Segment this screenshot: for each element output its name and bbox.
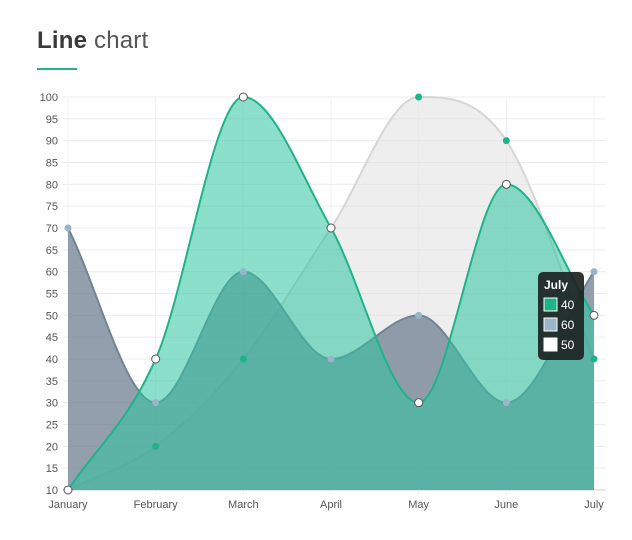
data-point[interactable] xyxy=(64,224,72,232)
data-point[interactable] xyxy=(239,355,247,363)
data-point[interactable] xyxy=(501,179,511,189)
y-tick-label: 35 xyxy=(46,376,58,388)
y-tick-label: 40 xyxy=(46,354,58,366)
y-tick-label: 65 xyxy=(46,245,58,257)
data-point[interactable] xyxy=(238,92,248,102)
data-point[interactable] xyxy=(414,398,424,408)
y-tick-label: 90 xyxy=(46,136,58,148)
y-tick-label: 50 xyxy=(46,310,58,322)
page-title: Line chart xyxy=(37,27,148,55)
x-axis: January February March April May June July xyxy=(48,499,604,511)
data-point[interactable] xyxy=(326,223,336,233)
tooltip-title: July xyxy=(544,278,568,292)
title-light: chart xyxy=(94,27,149,54)
x-tick-label: March xyxy=(228,499,259,511)
data-point[interactable] xyxy=(589,310,599,320)
tooltip-swatch xyxy=(543,337,558,352)
x-tick-label: January xyxy=(48,499,88,511)
x-tick-label: July xyxy=(584,499,604,511)
y-tick-label: 20 xyxy=(46,441,58,453)
data-point[interactable] xyxy=(590,268,598,276)
tooltip-value: 50 xyxy=(561,338,575,352)
y-tick-label: 70 xyxy=(46,223,58,235)
data-point[interactable] xyxy=(151,354,161,364)
tooltip-value: 60 xyxy=(561,318,575,332)
y-tick-label: 45 xyxy=(46,332,58,344)
y-tick-label: 60 xyxy=(46,267,58,279)
y-tick-label: 95 xyxy=(46,114,58,126)
data-point[interactable] xyxy=(415,311,423,319)
data-point[interactable] xyxy=(502,399,510,407)
y-tick-label: 30 xyxy=(46,398,58,410)
data-point[interactable] xyxy=(239,268,247,276)
tooltip-swatch xyxy=(543,297,558,312)
x-tick-label: May xyxy=(408,499,429,511)
y-tick-label: 80 xyxy=(46,179,58,191)
y-tick-label: 100 xyxy=(40,92,58,104)
tooltip-swatch xyxy=(543,317,558,332)
data-point[interactable] xyxy=(502,137,510,145)
y-axis: 10 15 20 25 30 35 40 45 50 55 60 65 70 75 80 85 90 95 100 xyxy=(40,92,58,497)
y-tick-label: 75 xyxy=(46,201,58,213)
data-point[interactable] xyxy=(63,485,73,495)
y-tick-label: 25 xyxy=(46,420,58,432)
data-point[interactable] xyxy=(152,442,160,450)
tooltip: July 40 60 50 xyxy=(538,272,584,360)
data-point[interactable] xyxy=(327,355,335,363)
y-tick-label: 10 xyxy=(46,485,58,497)
y-tick-label: 55 xyxy=(46,289,58,301)
title-underline xyxy=(37,68,77,70)
y-tick-label: 85 xyxy=(46,158,58,170)
data-point[interactable] xyxy=(415,93,423,101)
x-tick-label: February xyxy=(134,499,179,511)
data-point[interactable] xyxy=(152,399,160,407)
x-tick-label: June xyxy=(494,499,518,511)
points-group xyxy=(63,92,599,495)
x-tick-label: April xyxy=(320,499,342,511)
title-bold: Line xyxy=(37,27,88,54)
y-tick-label: 15 xyxy=(46,463,58,475)
data-point[interactable] xyxy=(590,355,598,363)
series-area xyxy=(68,97,594,490)
tooltip-value: 40 xyxy=(561,298,575,312)
